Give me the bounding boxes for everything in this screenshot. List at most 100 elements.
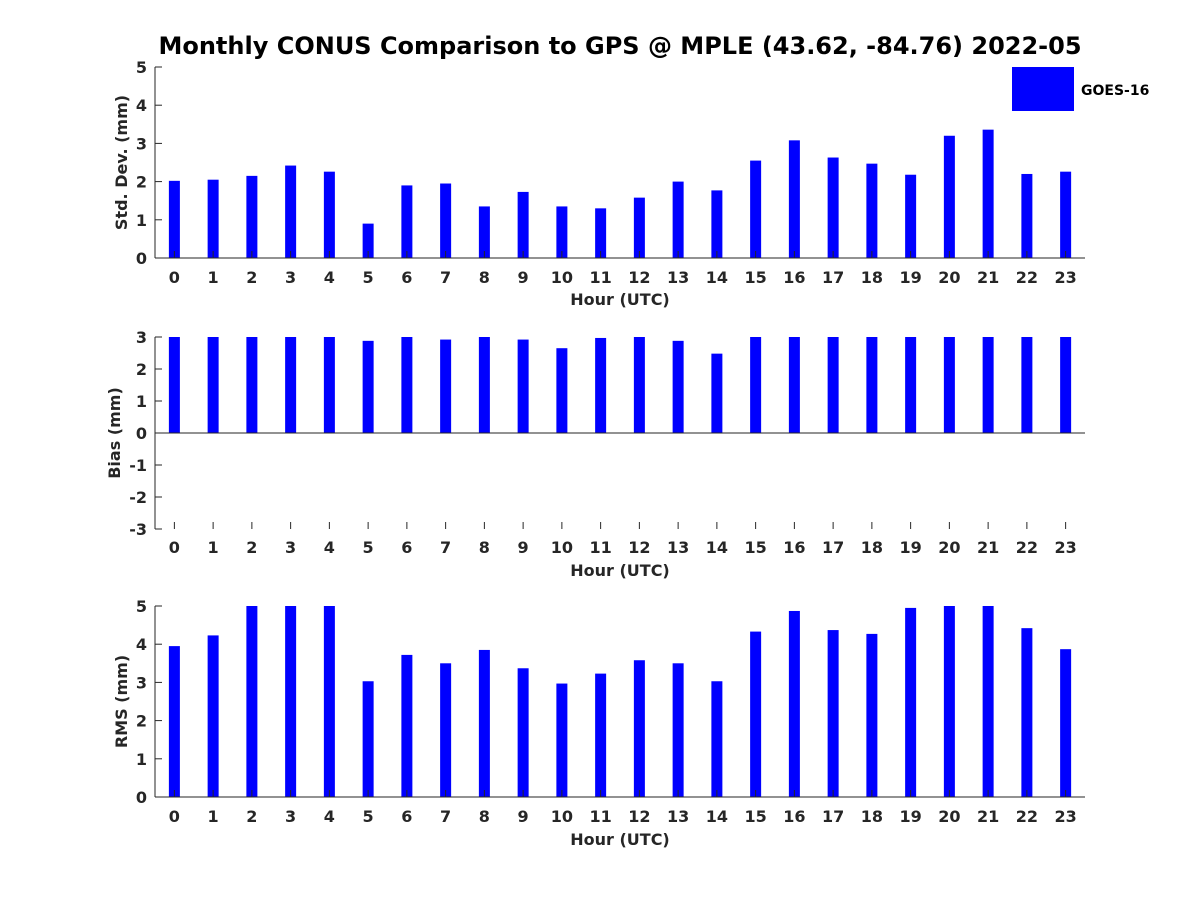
panel-1-bar-6 <box>401 185 413 258</box>
panel-3-xtick-label-18: 18 <box>861 807 883 826</box>
panel-3-bar-21 <box>982 606 994 797</box>
panel-3-xtick-label-20: 20 <box>938 807 960 826</box>
panel-3-ytick-label-3: 3 <box>136 673 147 692</box>
panel-1-xtick-label-16: 16 <box>783 268 805 287</box>
panel-2-bar-3 <box>285 337 297 433</box>
panel-2-bar-11 <box>595 337 607 433</box>
panel-3-xtick-label-7: 7 <box>440 807 451 826</box>
panel-3-bar-19 <box>905 607 917 797</box>
panel-1-xtick-label-5: 5 <box>363 268 374 287</box>
panel-3-xtick-label-21: 21 <box>977 807 999 826</box>
panel-3-bar-12 <box>633 660 645 797</box>
panel-1-xtick-label-6: 6 <box>401 268 412 287</box>
panel-2-xtick-label-13: 13 <box>667 538 689 557</box>
panel-3-ytick-label-2: 2 <box>136 712 147 731</box>
panel-1-xtick-label-14: 14 <box>706 268 728 287</box>
panel-3-xtick-label-19: 19 <box>899 807 921 826</box>
panel-2-bar-15 <box>750 337 762 433</box>
panel-3-bar-22 <box>1021 628 1033 797</box>
panel-1-ytick-label-5: 5 <box>136 58 147 77</box>
panel-3-bar-7 <box>440 663 452 797</box>
panel-1-xtick-label-19: 19 <box>899 268 921 287</box>
panel-3-bar-15 <box>750 631 762 797</box>
panel-3-bar-13 <box>672 663 684 797</box>
panel-3-ytick-label-0: 0 <box>136 788 147 807</box>
panel-2-bar-14 <box>711 353 723 433</box>
panel-3-xtick-label-9: 9 <box>518 807 529 826</box>
panel-1-bar-2 <box>246 175 258 258</box>
panel-2-ytick-label-0: -3 <box>129 520 147 539</box>
panel-1-xtick-label-11: 11 <box>589 268 611 287</box>
panel-1-bar-21 <box>982 129 994 258</box>
panel-1-xlabel: Hour (UTC) <box>570 290 670 309</box>
panel-1-xtick-label-2: 2 <box>246 268 257 287</box>
panel-3-ytick-label-4: 4 <box>136 635 147 654</box>
panel-1-xtick-label-9: 9 <box>518 268 529 287</box>
panel-1-ytick-label-3: 3 <box>136 134 147 153</box>
panel-2-bar-19 <box>905 337 917 433</box>
panel-1-bar-15 <box>750 160 762 258</box>
panel-1-bar-16 <box>788 140 800 258</box>
panel-3-ytick-label-5: 5 <box>136 597 147 616</box>
panel-3-bar-6 <box>401 654 413 797</box>
panel-1-bar-23 <box>1060 171 1072 258</box>
chart-title: Monthly CONUS Comparison to GPS @ MPLE (… <box>158 32 1081 60</box>
panel-3-bar-1 <box>207 635 219 797</box>
panel-1-xtick-label-0: 0 <box>169 268 180 287</box>
panel-3-xtick-label-8: 8 <box>479 807 490 826</box>
panel-2-bar-16 <box>788 337 800 433</box>
panel-2-xtick-label-16: 16 <box>783 538 805 557</box>
panel-3-xtick-label-10: 10 <box>551 807 573 826</box>
panel-3-xtick-label-0: 0 <box>169 807 180 826</box>
panel-3-bar-9 <box>517 668 529 797</box>
panel-3-bar-23 <box>1060 649 1072 797</box>
panel-1-xtick-label-8: 8 <box>479 268 490 287</box>
panel-1-bar-9 <box>517 191 529 258</box>
panel-3-bar-3 <box>285 606 297 797</box>
panel-2-xtick-label-4: 4 <box>324 538 335 557</box>
panel-2-bar-21 <box>982 337 994 433</box>
panel-2-bar-18 <box>866 337 878 433</box>
panel-3-bar-4 <box>323 606 335 797</box>
panel-3-xtick-label-16: 16 <box>783 807 805 826</box>
panel-3-xtick-label-17: 17 <box>822 807 844 826</box>
panel-1-ytick-label-0: 0 <box>136 249 147 268</box>
panel-3-xlabel: Hour (UTC) <box>570 830 670 849</box>
panel-1-bar-1 <box>207 179 219 258</box>
panel-2-xtick-label-2: 2 <box>246 538 257 557</box>
legend-swatch <box>1012 67 1074 111</box>
panel-2-bar-13 <box>672 340 684 433</box>
panel-2-bar-5 <box>362 340 374 433</box>
legend: GOES-16 <box>1012 67 1149 111</box>
panel-2-xtick-label-12: 12 <box>628 538 650 557</box>
panel-2-bar-22 <box>1021 337 1033 433</box>
panel-2-xlabel: Hour (UTC) <box>570 561 670 580</box>
panel-1-bar-7 <box>440 183 452 258</box>
panel-2-ytick-label-2: -1 <box>129 456 147 475</box>
panel-2-xtick-label-19: 19 <box>899 538 921 557</box>
panel-1-bar-12 <box>633 197 645 258</box>
panel-2-xtick-label-0: 0 <box>169 538 180 557</box>
panel-1-xtick-label-10: 10 <box>551 268 573 287</box>
panel-1-xtick-label-20: 20 <box>938 268 960 287</box>
panel-2-xtick-label-20: 20 <box>938 538 960 557</box>
panel-3-bar-2 <box>246 606 258 797</box>
panel-3-xtick-label-15: 15 <box>744 807 766 826</box>
panel-3-bar-17 <box>827 630 839 797</box>
panel-3-ylabel: RMS (mm) <box>112 655 131 748</box>
panel-3-bar-16 <box>788 610 800 797</box>
panel-2-xtick-label-23: 23 <box>1054 538 1076 557</box>
panel-2-bar-0 <box>168 337 180 433</box>
panel-1-bar-17 <box>827 157 839 258</box>
panel-1-bar-22 <box>1021 173 1033 258</box>
panel-2-xtick-label-17: 17 <box>822 538 844 557</box>
panel-2-xtick-label-3: 3 <box>285 538 296 557</box>
panel-2-xtick-label-8: 8 <box>479 538 490 557</box>
panel-1-ytick-label-1: 1 <box>136 211 147 230</box>
panel-2-bar-6 <box>401 337 413 433</box>
panel-2-ytick-label-5: 2 <box>136 360 147 379</box>
panel-2-xtick-label-14: 14 <box>706 538 728 557</box>
panel-1-xtick-label-22: 22 <box>1016 268 1038 287</box>
panel-1-bar-20 <box>943 135 955 258</box>
panel-1-xtick-label-13: 13 <box>667 268 689 287</box>
